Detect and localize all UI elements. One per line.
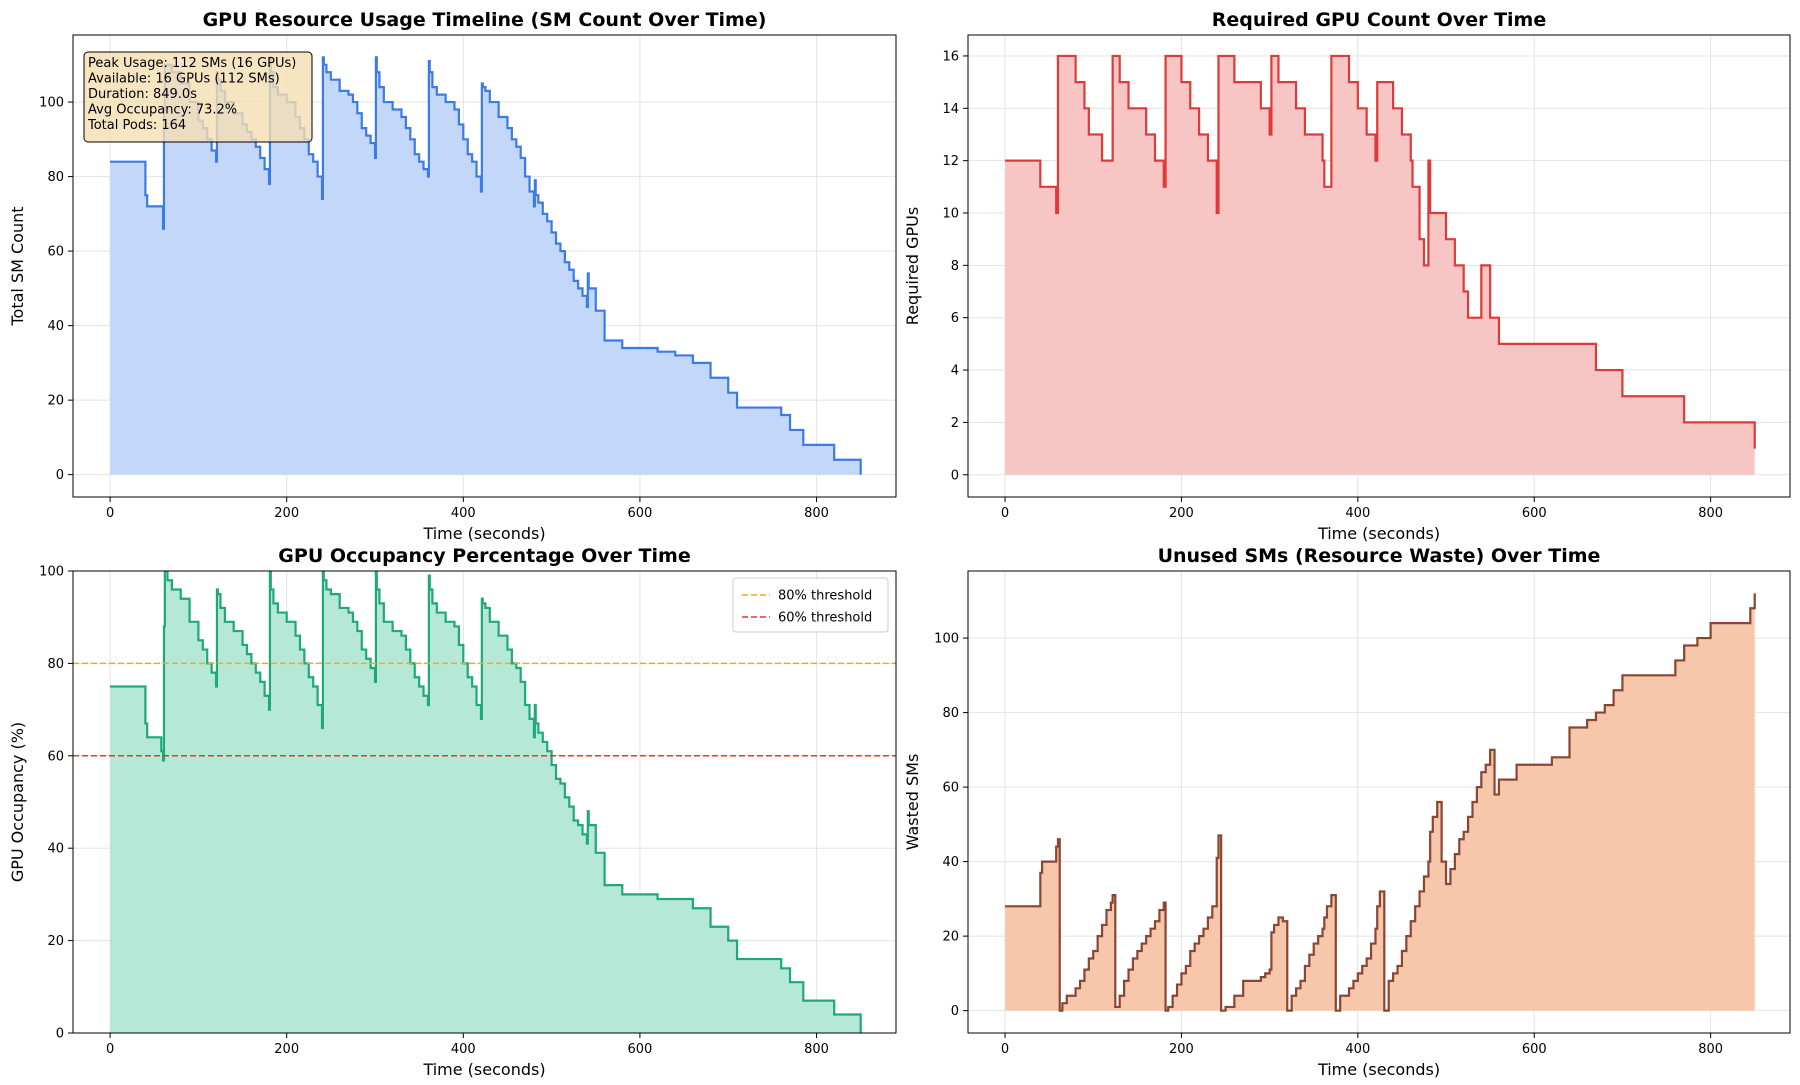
chart-title: GPU Resource Usage Timeline (SM Count Ov… bbox=[203, 9, 767, 31]
y-tick-label: 12 bbox=[942, 154, 959, 169]
x-tick-label: 400 bbox=[451, 1042, 476, 1057]
legend: 80% threshold 60% threshold bbox=[732, 577, 889, 633]
series-area-fill bbox=[1005, 55, 1755, 475]
y-tick-label: 6 bbox=[951, 311, 959, 326]
series-area-fill bbox=[110, 571, 861, 1033]
y-axis-label: GPU Occupancy (%) bbox=[8, 722, 27, 882]
chart-occ: 0 200 400 600 800 0 20 40 60 80 100 GPU Occupancy P… bbox=[8, 545, 897, 1079]
y-tick-label: 60 bbox=[942, 781, 959, 796]
y-tick-label: 20 bbox=[47, 394, 64, 409]
y-tick-label: 100 bbox=[39, 96, 64, 111]
annotation-box bbox=[83, 51, 313, 143]
chart-title: Required GPU Count Over Time bbox=[1212, 9, 1547, 31]
y-tick-label: 14 bbox=[942, 102, 959, 117]
y-axis-label: Wasted SMs bbox=[903, 754, 922, 851]
annotation-line: Avg Occupancy: 73.2% bbox=[88, 103, 237, 118]
chart-title: GPU Occupancy Percentage Over Time bbox=[278, 545, 690, 567]
y-tick-label: 0 bbox=[56, 1027, 64, 1042]
x-axis-label: Time (seconds) bbox=[422, 524, 545, 543]
x-tick-label: 400 bbox=[451, 506, 476, 521]
x-tick-label: 0 bbox=[1001, 506, 1009, 521]
x-tick-label: 200 bbox=[274, 506, 299, 521]
chart-sm: 0 200 400 600 800 0 20 40 60 80 100 GPU Resource Us… bbox=[8, 9, 897, 543]
y-tick-label: 20 bbox=[47, 934, 64, 949]
legend-frame bbox=[732, 577, 889, 633]
series-line bbox=[110, 571, 862, 1033]
x-tick-label: 400 bbox=[1345, 1042, 1370, 1057]
x-tick-label: 0 bbox=[106, 1042, 114, 1057]
y-tick-label: 20 bbox=[942, 930, 959, 945]
y-tick-label: 4 bbox=[951, 364, 959, 379]
axes-frame bbox=[72, 34, 897, 498]
x-axis-label: Time (seconds) bbox=[1317, 1060, 1440, 1079]
y-tick-label: 80 bbox=[942, 706, 959, 721]
legend-label: 80% threshold bbox=[778, 589, 872, 604]
x-tick-label: 600 bbox=[628, 1042, 653, 1057]
series-line bbox=[1005, 54, 1756, 449]
x-tick-label: 200 bbox=[274, 1042, 299, 1057]
y-tick-label: 16 bbox=[942, 49, 959, 64]
y-tick-label: 2 bbox=[951, 416, 959, 431]
chart-gpu: 0 200 400 600 800 0 2 4 6 8 10 12 14 16 Required GPU C… bbox=[903, 9, 1791, 543]
annotation-line: Duration: 849.0s bbox=[88, 87, 197, 102]
x-tick-label: 600 bbox=[1522, 506, 1547, 521]
x-tick-label: 800 bbox=[804, 1042, 829, 1057]
chart-waste: 0 200 400 600 800 0 20 40 60 80 100 Unused SMs (Res… bbox=[903, 545, 1791, 1079]
axes-frame bbox=[967, 34, 1791, 498]
y-tick-label: 0 bbox=[951, 468, 959, 483]
x-tick-label: 400 bbox=[1345, 506, 1370, 521]
y-tick-label: 40 bbox=[47, 842, 64, 857]
axes-frame bbox=[72, 570, 897, 1034]
y-tick-label: 60 bbox=[47, 245, 64, 260]
annotation-line: Available: 16 GPUs (112 SMs) bbox=[88, 72, 280, 87]
y-axis-label: Required GPUs bbox=[903, 207, 922, 325]
y-tick-label: 8 bbox=[951, 259, 959, 274]
y-tick-label: 40 bbox=[47, 319, 64, 334]
chart-title: Unused SMs (Resource Waste) Over Time bbox=[1158, 545, 1601, 567]
annotation-line: Total Pods: 164 bbox=[87, 118, 186, 133]
series-line bbox=[1005, 593, 1756, 1012]
axes-frame bbox=[967, 570, 1791, 1034]
y-tick-label: 0 bbox=[951, 1004, 959, 1019]
annotation-line: Peak Usage: 112 SMs (16 GPUs) bbox=[88, 56, 296, 71]
y-tick-label: 10 bbox=[942, 206, 959, 221]
y-axis-label: Total SM Count bbox=[8, 206, 27, 326]
x-tick-label: 0 bbox=[106, 506, 114, 521]
x-tick-label: 0 bbox=[1001, 1042, 1009, 1057]
legend-label: 60% threshold bbox=[778, 611, 872, 626]
x-axis-label: Time (seconds) bbox=[422, 1060, 545, 1079]
series-area-fill bbox=[110, 57, 861, 475]
x-tick-label: 600 bbox=[1522, 1042, 1547, 1057]
y-tick-label: 80 bbox=[47, 657, 64, 672]
y-tick-label: 100 bbox=[934, 632, 959, 647]
x-tick-label: 800 bbox=[1698, 1042, 1723, 1057]
x-tick-label: 800 bbox=[1698, 506, 1723, 521]
y-tick-label: 100 bbox=[39, 565, 64, 580]
x-tick-label: 600 bbox=[628, 506, 653, 521]
y-tick-label: 80 bbox=[47, 170, 64, 185]
x-tick-label: 200 bbox=[1169, 1042, 1194, 1057]
y-tick-label: 0 bbox=[56, 468, 64, 483]
x-tick-label: 200 bbox=[1169, 506, 1194, 521]
series-area-fill bbox=[1005, 593, 1755, 1011]
x-axis-label: Time (seconds) bbox=[1317, 524, 1440, 543]
x-tick-label: 800 bbox=[804, 506, 829, 521]
y-tick-label: 60 bbox=[47, 749, 64, 764]
y-tick-label: 40 bbox=[942, 855, 959, 870]
